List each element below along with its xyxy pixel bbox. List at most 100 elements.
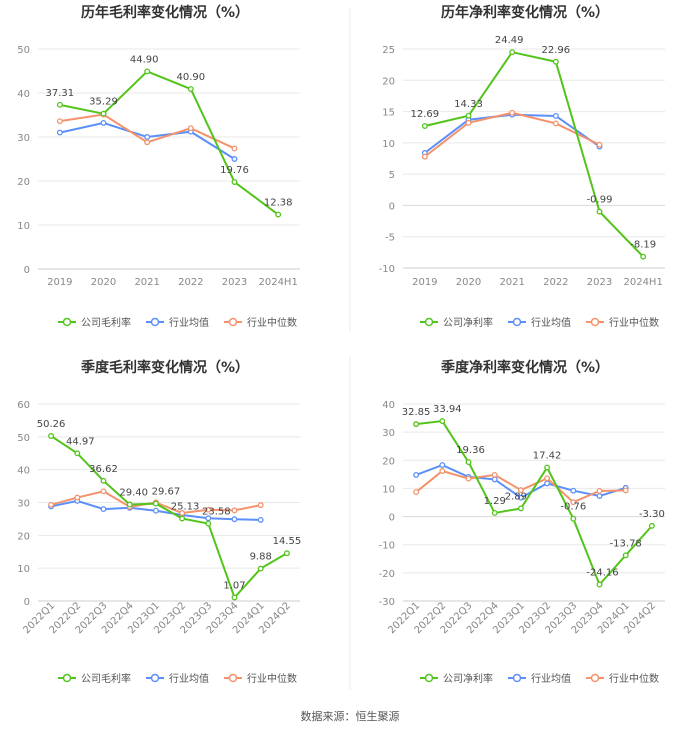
legend-item-company: 公司毛利率 bbox=[58, 672, 131, 685]
legend-item-industry_median: 行业中位数 bbox=[224, 316, 297, 329]
x-tick-label: 2021 bbox=[499, 277, 524, 288]
y-tick-label: 10 bbox=[17, 221, 30, 232]
y-tick-label: 30 bbox=[17, 499, 30, 510]
data-point-company bbox=[205, 520, 212, 527]
data-point-industry_median bbox=[48, 501, 55, 508]
data-label: 37.31 bbox=[46, 88, 75, 99]
y-tick-label: 50 bbox=[17, 433, 30, 444]
data-point-company bbox=[413, 421, 420, 428]
data-point-industry_avg bbox=[205, 515, 212, 522]
data-point-company bbox=[257, 565, 264, 572]
data-point-industry_median bbox=[231, 507, 238, 514]
x-tick-label: 2023 bbox=[587, 277, 612, 288]
y-tick-label: 20 bbox=[17, 531, 30, 542]
data-label: 12.69 bbox=[411, 109, 440, 120]
data-label: 35.29 bbox=[89, 97, 118, 108]
data-label: 19.36 bbox=[456, 445, 485, 456]
data-point-industry_median bbox=[100, 488, 107, 495]
legend-item-industry_avg: 行业均值 bbox=[508, 316, 571, 329]
data-point-company bbox=[144, 68, 151, 75]
data-point-company bbox=[187, 86, 194, 92]
y-tick-label: 5 bbox=[389, 170, 395, 181]
data-point-industry_median bbox=[570, 499, 577, 506]
y-tick-label: 30 bbox=[17, 133, 30, 144]
legend-marker bbox=[228, 317, 238, 327]
data-point-company bbox=[231, 179, 238, 186]
data-label: 1.29 bbox=[484, 496, 506, 507]
legend-label: 行业中位数 bbox=[247, 672, 297, 685]
data-point-company bbox=[48, 433, 55, 439]
data-label: -0.99 bbox=[587, 195, 613, 206]
data-label: 44.90 bbox=[130, 54, 159, 65]
legend-marker bbox=[150, 317, 160, 327]
data-label: 29.40 bbox=[119, 487, 148, 498]
y-tick-label: -30 bbox=[379, 597, 395, 608]
legend-label: 行业均值 bbox=[169, 672, 209, 685]
x-tick-label: 2024H1 bbox=[258, 277, 297, 288]
y-tick-label: 20 bbox=[382, 456, 395, 467]
x-tick-label: 2022 bbox=[178, 277, 203, 288]
data-point-industry_median bbox=[596, 141, 603, 148]
data-point-company bbox=[517, 505, 524, 512]
legend-item-industry_median: 行业中位数 bbox=[224, 672, 297, 685]
data-label: 32.85 bbox=[402, 407, 431, 418]
y-tick-label: 10 bbox=[17, 564, 30, 575]
data-point-company bbox=[491, 509, 498, 516]
series-line-company bbox=[50, 435, 288, 600]
data-point-company bbox=[596, 208, 603, 215]
data-point-industry_median bbox=[74, 494, 81, 501]
chart-panel: 季度毛利率变化情况（%）01020304050602022Q12022Q2202… bbox=[17, 359, 301, 685]
data-label: 9.88 bbox=[250, 552, 272, 563]
legend-marker bbox=[228, 673, 238, 683]
x-tick-label: 2020 bbox=[456, 277, 481, 288]
y-tick-label: 0 bbox=[24, 597, 30, 608]
legend-marker bbox=[150, 673, 160, 683]
legend: 公司净利率 行业均值 行业中位数 bbox=[420, 316, 659, 329]
data-label: 40.90 bbox=[177, 72, 206, 83]
data-label: 24.49 bbox=[495, 35, 524, 46]
data-point-industry_median bbox=[622, 487, 629, 494]
legend-item-industry_median: 行业中位数 bbox=[586, 672, 659, 685]
legend-item-industry_avg: 行业均值 bbox=[146, 316, 209, 329]
data-point-industry_median bbox=[596, 488, 603, 494]
series-line-company bbox=[424, 51, 644, 258]
data-point-industry_avg bbox=[439, 462, 446, 469]
legend-label: 公司净利率 bbox=[443, 316, 493, 329]
legend-label: 行业均值 bbox=[531, 672, 571, 685]
data-point-industry_avg bbox=[100, 506, 107, 513]
data-point-industry_median bbox=[56, 118, 63, 125]
legend-item-industry_median: 行业中位数 bbox=[586, 316, 659, 329]
y-tick-label: 20 bbox=[17, 177, 30, 188]
data-label: 50.26 bbox=[37, 419, 66, 430]
data-point-industry_median bbox=[187, 125, 194, 132]
data-label: 25.13 bbox=[171, 501, 200, 512]
data-label: 2.89 bbox=[505, 491, 527, 502]
legend-marker bbox=[424, 673, 434, 683]
x-tick-label: 2023 bbox=[222, 277, 247, 288]
data-label: -13.78 bbox=[610, 538, 642, 549]
data-point-company bbox=[596, 581, 603, 588]
x-tick-label: 2020 bbox=[91, 277, 116, 288]
data-point-company bbox=[465, 112, 472, 119]
chart-panel: 历年毛利率变化情况（%） 0 10 20 30 40 50 2019 2020 2021 2022 2… bbox=[17, 4, 300, 329]
data-point-company bbox=[179, 515, 186, 522]
data-point-industry_median bbox=[517, 487, 524, 494]
legend-item-industry_avg: 行业均值 bbox=[146, 672, 209, 685]
x-tick-label: 2021 bbox=[134, 277, 159, 288]
y-tick-label: 50 bbox=[17, 45, 30, 56]
data-point-industry_median bbox=[465, 475, 472, 482]
data-point-industry_avg bbox=[100, 119, 107, 126]
y-tick-label: -20 bbox=[379, 569, 395, 580]
legend-item-company: 公司净利率 bbox=[420, 316, 493, 329]
y-tick-label: 40 bbox=[17, 466, 30, 477]
data-point-industry_median bbox=[421, 153, 428, 160]
data-point-industry_median bbox=[205, 506, 212, 513]
x-tick-label: 2019 bbox=[47, 277, 72, 288]
data-label: 23.58 bbox=[202, 507, 231, 518]
legend-marker bbox=[590, 673, 600, 683]
legend: 公司净利率 行业均值 行业中位数 bbox=[420, 672, 659, 685]
data-point-company bbox=[283, 550, 290, 557]
data-label: 44.97 bbox=[66, 436, 95, 447]
legend-marker bbox=[424, 317, 434, 327]
